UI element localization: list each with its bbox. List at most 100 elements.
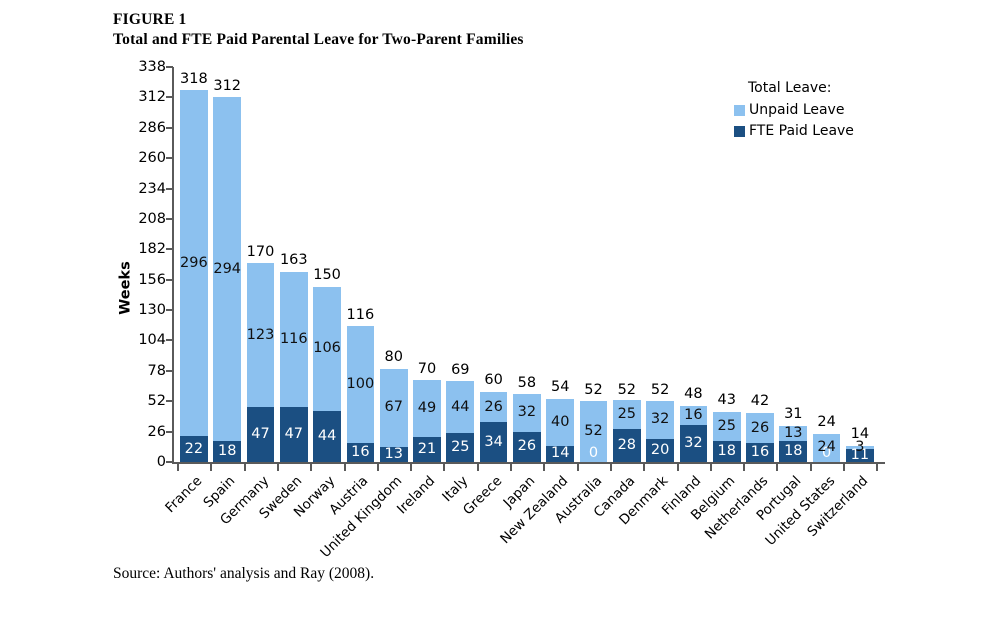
bar-value-label-unpaid: 296: [180, 254, 208, 271]
figure-label: FIGURE 1: [113, 11, 187, 28]
bar-segment-fte-paid[interactable]: [646, 438, 674, 462]
bar-group[interactable]: 16 26 42: [746, 394, 774, 462]
x-tick-mark: [576, 464, 579, 471]
bar-segment-unpaid[interactable]: [679, 405, 708, 425]
bar-segment-unpaid[interactable]: [379, 368, 408, 447]
bar-segment-unpaid[interactable]: [579, 401, 608, 462]
x-tick-mark: [177, 464, 179, 471]
y-tick-label: 338: [138, 59, 166, 75]
y-tick-mark: [166, 126, 173, 129]
y-tick-mark: [166, 369, 173, 372]
bar-group[interactable]: 32 16 48: [679, 387, 708, 462]
x-tick-mark: [676, 464, 679, 471]
bar-segment-fte-paid[interactable]: [712, 440, 741, 462]
y-tick-label: 286: [138, 119, 166, 136]
bar-value-label-unpaid: 44: [451, 398, 470, 415]
bar-segment-unpaid[interactable]: [779, 425, 808, 441]
bar-segment-unpaid[interactable]: [646, 401, 674, 439]
bar-segment-fte-paid[interactable]: [679, 424, 708, 462]
x-tick-mark: [210, 464, 213, 471]
bar-group[interactable]: 26 32 58: [513, 376, 541, 462]
bar-group[interactable]: 34 26 60: [479, 373, 508, 462]
bar-segment-unpaid[interactable]: [180, 90, 208, 437]
bar-segment-fte-paid[interactable]: [313, 410, 341, 462]
bar-segment-fte-paid[interactable]: [612, 429, 641, 462]
bar-segment-fte-paid[interactable]: [213, 440, 242, 462]
y-axis-line: [172, 67, 174, 463]
bar-total-label: 58: [517, 374, 537, 391]
bar-segment-fte-paid[interactable]: [279, 407, 308, 462]
bar-total-label: 163: [279, 252, 308, 269]
bar-segment-unpaid[interactable]: [746, 412, 774, 444]
bar-segment-unpaid[interactable]: [513, 394, 541, 432]
bar-value-label-paid: 0: [821, 444, 832, 461]
y-tick-mark: [166, 217, 173, 220]
bar-group[interactable]: 18 294 312: [213, 79, 242, 462]
bar-segment-fte-paid[interactable]: [246, 407, 275, 462]
bar-total-label: 52: [650, 381, 670, 398]
x-tick-mark: [376, 464, 379, 471]
bar-segment-fte-paid[interactable]: [379, 446, 408, 462]
bar-segment-unpaid[interactable]: [712, 411, 741, 441]
legend-item-unpaid-leave: Unpaid Leave: [734, 102, 854, 118]
bar-segment-fte-paid[interactable]: [513, 431, 541, 462]
bar-group[interactable]: 47 123 170: [246, 245, 275, 462]
bar-segment-fte-paid[interactable]: [180, 436, 208, 462]
bar-total-label: 80: [384, 349, 403, 366]
bar-segment-unpaid[interactable]: [812, 433, 841, 462]
bar-group[interactable]: 16 100 116: [346, 308, 375, 462]
bar-segment-unpaid[interactable]: [413, 380, 441, 438]
bar-group[interactable]: 25 44 69: [446, 363, 475, 462]
bar-group[interactable]: 13 67 80: [379, 350, 408, 462]
bar-segment-unpaid[interactable]: [546, 398, 575, 446]
bar-segment-fte-paid[interactable]: [446, 432, 475, 462]
bar-value-label-paid: 26: [517, 438, 537, 455]
y-tick-mark: [166, 157, 173, 160]
bar-group[interactable]: 14 40 54: [546, 380, 575, 462]
bar-group[interactable]: 47 116 163: [279, 253, 308, 462]
bar-total-label: 54: [550, 379, 570, 396]
bar-group[interactable]: 20 32 52: [646, 383, 674, 462]
bar-group[interactable]: 0 24 24: [812, 415, 841, 462]
y-tick-label: 234: [138, 180, 166, 197]
y-tick-mark: [166, 96, 173, 99]
bar-segment-fte-paid[interactable]: [846, 449, 874, 462]
bar-segment-fte-paid[interactable]: [546, 445, 575, 462]
bar-group[interactable]: 21 49 70: [413, 362, 441, 462]
bar-segment-unpaid[interactable]: [279, 271, 308, 408]
x-tick-mark: [776, 464, 779, 471]
bar-group[interactable]: 44 106 150: [313, 268, 341, 462]
bar-segment-unpaid[interactable]: [213, 97, 242, 441]
bar-value-label-paid: 0: [588, 444, 599, 461]
bar-segment-unpaid[interactable]: [446, 381, 475, 433]
bar-group[interactable]: 18 13 31: [779, 407, 808, 462]
bar-group[interactable]: 18 25 43: [712, 393, 741, 462]
bar-value-label-unpaid: 3: [855, 438, 865, 455]
y-tick-label: 26: [147, 423, 166, 440]
bar-segment-unpaid[interactable]: [479, 391, 508, 423]
bar-segment-unpaid[interactable]: [313, 286, 341, 411]
bar-segment-unpaid[interactable]: [346, 326, 375, 444]
bar-group[interactable]: 11 3 14: [846, 427, 874, 462]
bar-value-label-paid: 18: [217, 442, 237, 459]
bar-segment-fte-paid[interactable]: [346, 443, 375, 462]
bar-group[interactable]: 28 25 52: [612, 383, 641, 462]
bar-segment-unpaid[interactable]: [246, 263, 275, 408]
bar-segment-fte-paid[interactable]: [413, 437, 441, 462]
bar-total-label: 70: [417, 360, 437, 377]
bar-segment-fte-paid[interactable]: [779, 440, 808, 462]
bar-segment-fte-paid[interactable]: [746, 443, 774, 462]
bar-value-label-unpaid: 52: [584, 423, 603, 440]
bar-segment-unpaid[interactable]: [846, 445, 874, 450]
bar-segment-unpaid[interactable]: [612, 400, 641, 430]
bar-value-label-paid: 18: [784, 442, 803, 459]
bar-value-label-paid: 47: [284, 426, 304, 443]
bar-group[interactable]: 22 296 318: [180, 72, 208, 462]
bar-total-label: 52: [584, 381, 603, 398]
bar-group[interactable]: 0 52 52: [579, 383, 608, 462]
y-tick-label: 52: [147, 393, 166, 410]
y-tick-mark: [166, 66, 173, 68]
x-tick-mark: [443, 464, 446, 471]
bar-segment-fte-paid[interactable]: [479, 422, 508, 462]
y-tick-label: 182: [138, 241, 166, 258]
